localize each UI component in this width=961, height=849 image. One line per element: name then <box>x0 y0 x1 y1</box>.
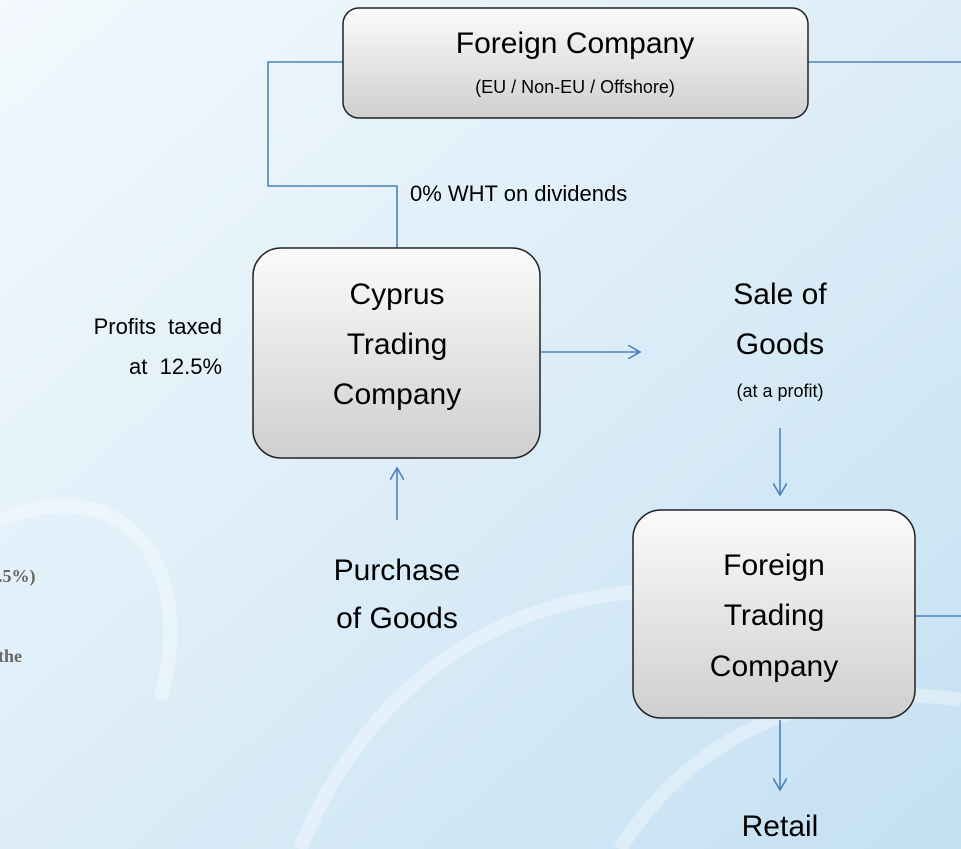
node-box <box>632 509 916 719</box>
sale-note: Goods <box>736 328 824 361</box>
node-label: Company <box>333 378 461 411</box>
cut-text: the <box>0 646 22 666</box>
node-label: Cyprus <box>349 278 444 311</box>
sale-note: Sale of <box>733 278 827 311</box>
node-label: Trading <box>724 599 825 632</box>
node-sublabel: (EU / Non-EU / Offshore) <box>475 77 675 97</box>
cut-text: .5%) <box>0 566 36 587</box>
node-label: Trading <box>347 328 448 361</box>
node-label: Foreign <box>723 549 825 582</box>
dividend-note: 0% WHT on dividends <box>410 181 627 206</box>
node-box <box>342 7 809 119</box>
purchase-note: Purchase <box>334 554 461 587</box>
retail-note: Retail <box>742 810 819 843</box>
node-box <box>252 247 541 459</box>
profit-note: at 12.5% <box>129 354 222 379</box>
node-label: Foreign Company <box>456 27 694 60</box>
node-label: Company <box>710 650 838 683</box>
profit-note: Profits taxed <box>94 314 222 339</box>
connector <box>267 61 398 248</box>
purchase-note: of Goods <box>336 602 458 635</box>
sale-note: (at a profit) <box>736 381 823 401</box>
